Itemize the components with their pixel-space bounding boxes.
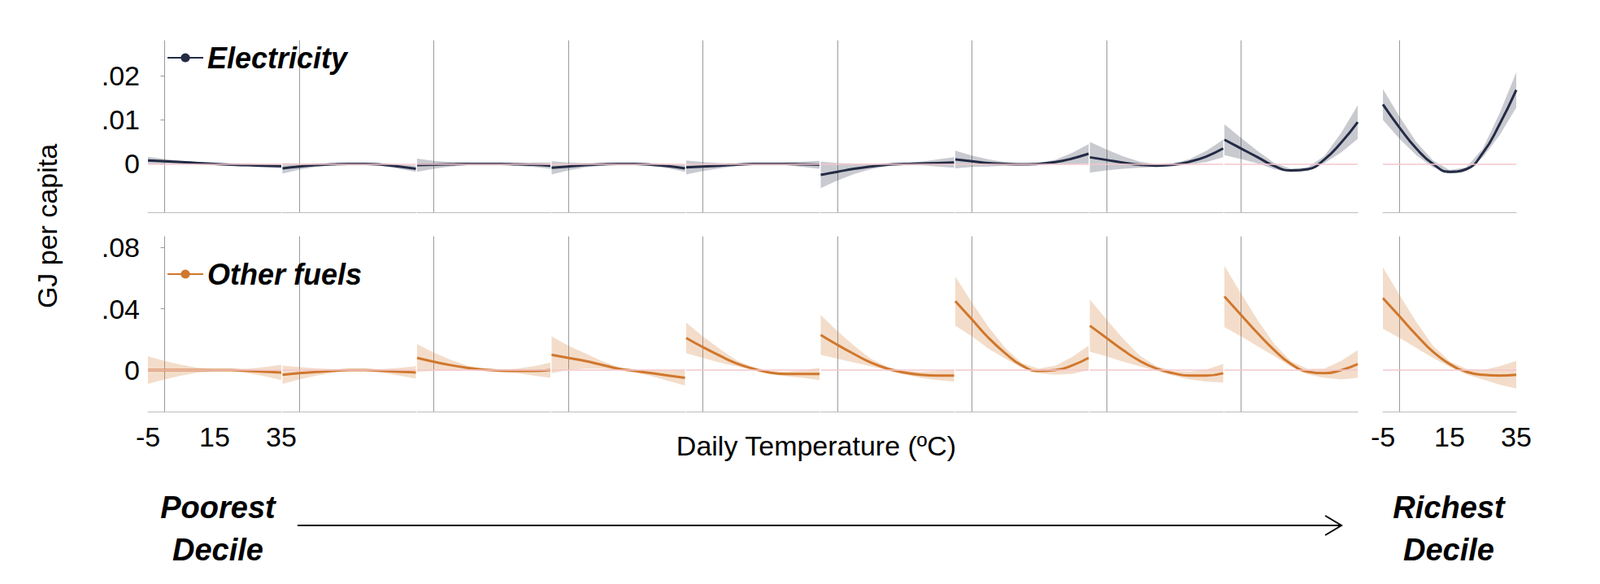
svg-text:35: 35 <box>265 421 297 453</box>
svg-text:.04: .04 <box>101 293 140 325</box>
svg-text:Richest: Richest <box>1392 490 1506 525</box>
svg-text:15: 15 <box>1434 421 1466 453</box>
svg-text:Poorest: Poorest <box>160 490 277 525</box>
svg-text:35: 35 <box>1500 421 1532 453</box>
svg-text:Other fuels: Other fuels <box>207 257 362 292</box>
svg-text:.08: .08 <box>101 231 140 263</box>
svg-text:.01: .01 <box>101 104 140 135</box>
svg-text:Electricity: Electricity <box>207 41 349 75</box>
svg-text:Decile: Decile <box>1403 532 1495 567</box>
svg-text:15: 15 <box>199 421 231 453</box>
svg-text:GJ per capita: GJ per capita <box>31 143 63 309</box>
svg-text:-5: -5 <box>135 421 161 453</box>
svg-text:Decile: Decile <box>172 532 264 567</box>
svg-text:Daily Temperature (ºC): Daily Temperature (ºC) <box>676 430 957 461</box>
svg-text:.02: .02 <box>101 60 140 92</box>
svg-text:0: 0 <box>124 147 140 179</box>
svg-text:0: 0 <box>124 354 140 386</box>
svg-text:-5: -5 <box>1370 421 1396 453</box>
